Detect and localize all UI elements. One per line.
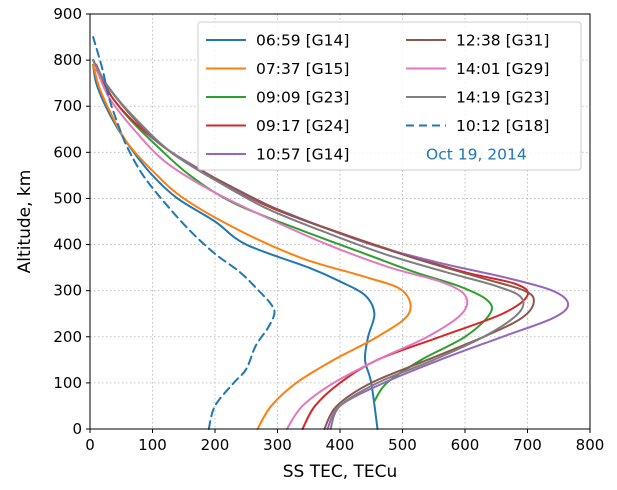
legend-label-07-37-g15: 07:37 [G15] — [256, 60, 349, 78]
series-line-14-19-g23 — [92, 59, 525, 430]
series-line-09-09-g23 — [95, 68, 493, 403]
legend-label-12-38-g31: 12:38 [G31] — [456, 32, 549, 50]
y-tick-label: 200 — [53, 328, 82, 346]
y-tick-label: 900 — [53, 5, 82, 23]
y-tick-label: 600 — [53, 143, 82, 161]
x-tick-label: 300 — [263, 436, 292, 454]
x-tick-label: 700 — [513, 436, 542, 454]
y-tick-label: 0 — [72, 420, 82, 438]
plot-lines — [92, 36, 570, 430]
legend-label-14-19-g23: 14:19 [G23] — [456, 89, 549, 107]
legend-box — [197, 21, 582, 171]
x-tick-label: 600 — [451, 436, 480, 454]
y-tick-label: 500 — [53, 189, 82, 207]
x-tick-label: 200 — [201, 436, 230, 454]
legend-label-10-12-g18: 10:12 [G18] — [456, 117, 549, 135]
legend-label-09-09-g23: 09:09 [G23] — [256, 89, 349, 107]
date-annotation: Oct 19, 2014 — [426, 146, 527, 164]
x-tick-label: 800 — [576, 436, 605, 454]
x-tick-label: 500 — [388, 436, 417, 454]
y-tick-label: 800 — [53, 51, 82, 69]
y-tick-label: 400 — [53, 236, 82, 254]
x-tick-label: 0 — [85, 436, 95, 454]
y-tick-label: 700 — [53, 97, 82, 115]
y-tick-label: 300 — [53, 282, 82, 300]
x-tick-label: 100 — [138, 436, 167, 454]
legend-label-09-17-g24: 09:17 [G24] — [256, 117, 349, 135]
legend-label-06-59-g14: 06:59 [G14] — [256, 32, 349, 50]
series-line-14-01-g29 — [94, 63, 469, 430]
legend-label-14-01-g29: 14:01 [G29] — [456, 60, 549, 78]
y-tick-label: 100 — [53, 374, 82, 392]
legend: 06:59 [G14] 07:37 [G15] 09:09 [G23] 09:17 [… — [197, 21, 582, 171]
legend-label-10-57-g14: 10:57 [G14] — [256, 146, 349, 164]
legend-items: 06:59 [G14] 07:37 [G15] 09:09 [G23] 09:17 [… — [206, 32, 549, 164]
x-tick-label: 400 — [326, 436, 355, 454]
series-line-10-12-g18 — [92, 36, 276, 430]
x-axis-label: SS TEC, TECu — [283, 462, 398, 482]
axis-ticks: 0 100 200 300 400 500 600 700 800 0 100 200 300 400 50… — [53, 5, 604, 454]
y-axis-label: Altitude, km — [15, 170, 35, 274]
